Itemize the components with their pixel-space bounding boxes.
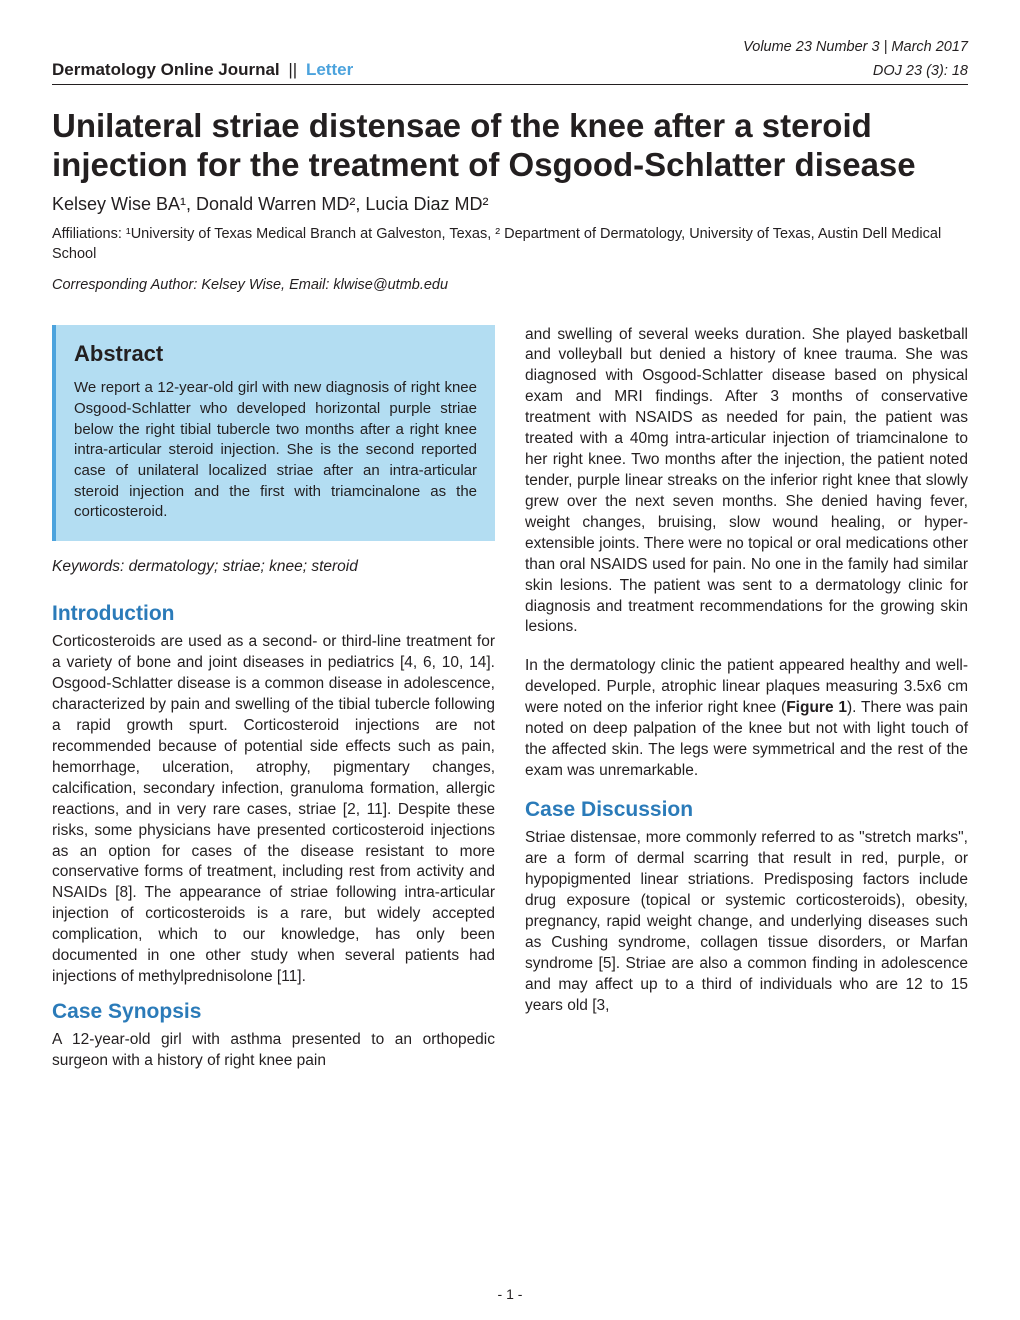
header-row: Dermatology Online Journal || Letter DOJ…: [52, 60, 968, 85]
page-number: - 1 -: [0, 1286, 1020, 1302]
article-title: Unilateral striae distensae of the knee …: [52, 107, 968, 185]
case-synopsis-p2: and swelling of several weeks duration. …: [525, 325, 968, 639]
introduction-text: Corticosteroids are used as a second- or…: [52, 632, 495, 988]
affiliations: Affiliations: ¹University of Texas Medic…: [52, 225, 968, 264]
two-column-layout: Abstract We report a 12-year-old girl wi…: [52, 325, 968, 1073]
journal-title: Dermatology Online Journal: [52, 60, 280, 79]
doj-id: DOJ 23 (3): 18: [873, 63, 968, 79]
abstract-text: We report a 12-year-old girl with new di…: [74, 378, 477, 523]
header-volume: Volume 23 Number 3 | March 2017: [52, 38, 968, 58]
abstract-box: Abstract We report a 12-year-old girl wi…: [52, 325, 495, 542]
case-discussion-text: Striae distensae, more commonly referred…: [525, 828, 968, 1016]
figure-ref: Figure 1: [786, 699, 847, 716]
case-synopsis-p1: A 12-year-old girl with asthma presented…: [52, 1030, 495, 1072]
journal-name: Dermatology Online Journal || Letter: [52, 60, 353, 80]
authors: Kelsey Wise BA¹, Donald Warren MD², Luci…: [52, 194, 968, 215]
category-label: Letter: [306, 60, 353, 79]
right-column: and swelling of several weeks duration. …: [525, 325, 968, 1073]
introduction-heading: Introduction: [52, 600, 495, 628]
separator: ||: [288, 60, 297, 79]
case-synopsis-heading: Case Synopsis: [52, 998, 495, 1026]
case-synopsis-p3: In the dermatology clinic the patient ap…: [525, 656, 968, 782]
abstract-heading: Abstract: [74, 339, 477, 369]
left-column: Abstract We report a 12-year-old girl wi…: [52, 325, 495, 1073]
case-discussion-heading: Case Discussion: [525, 796, 968, 824]
keywords: Keywords: dermatology; striae; knee; ste…: [52, 557, 495, 578]
corresponding-author: Corresponding Author: Kelsey Wise, Email…: [52, 277, 968, 293]
